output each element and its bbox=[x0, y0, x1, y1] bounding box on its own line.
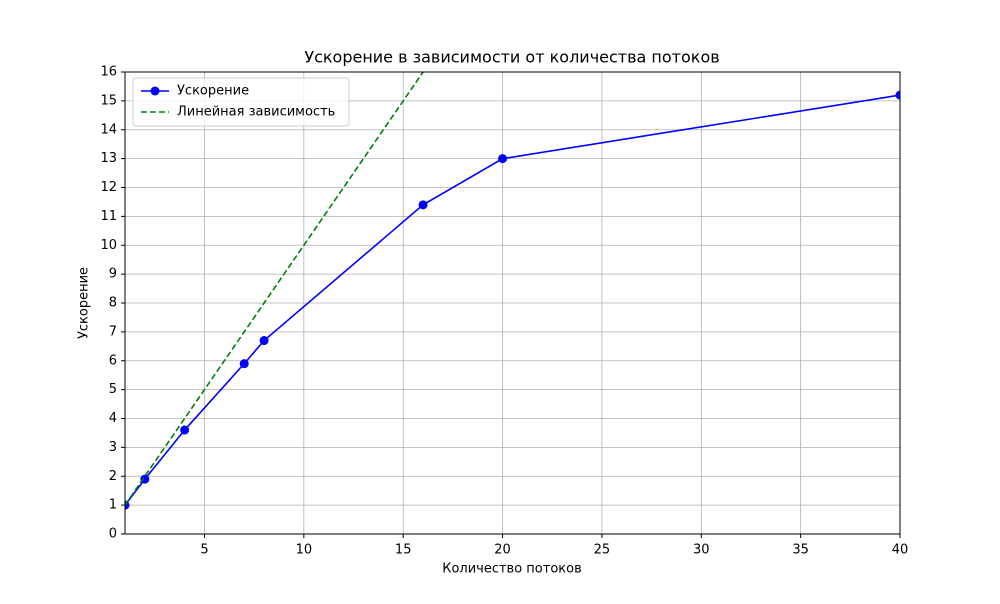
y-tick-label: 2 bbox=[109, 469, 117, 484]
data-point bbox=[239, 359, 249, 369]
x-axis-label: Количество потоков bbox=[442, 562, 582, 577]
legend-marker bbox=[150, 86, 160, 96]
x-tick-label: 30 bbox=[693, 543, 710, 558]
legend-label: Ускорение bbox=[177, 84, 249, 99]
y-tick-label: 13 bbox=[100, 151, 117, 166]
x-tick-label: 15 bbox=[395, 543, 412, 558]
x-tick-label: 40 bbox=[892, 543, 909, 558]
y-tick-label: 12 bbox=[100, 180, 117, 195]
y-tick-label: 15 bbox=[100, 93, 117, 108]
data-point bbox=[895, 90, 900, 100]
data-point bbox=[180, 425, 190, 435]
y-tick-label: 10 bbox=[100, 238, 117, 253]
x-tick-label: 10 bbox=[296, 543, 313, 558]
y-tick-label: 3 bbox=[109, 440, 117, 455]
chart-title: Ускорение в зависимости от количества по… bbox=[304, 48, 719, 67]
y-tick-label: 0 bbox=[109, 527, 117, 542]
y-tick-label: 9 bbox=[109, 267, 117, 282]
y-tick-label: 1 bbox=[109, 498, 117, 513]
y-tick-label: 5 bbox=[109, 382, 117, 397]
data-point bbox=[140, 474, 150, 484]
series-line bbox=[125, 72, 425, 506]
data-point bbox=[418, 200, 428, 210]
x-tick-label: 35 bbox=[792, 543, 809, 558]
data-point bbox=[259, 336, 269, 346]
x-tick-label: 20 bbox=[494, 543, 511, 558]
grid bbox=[125, 71, 901, 535]
data-point bbox=[498, 154, 508, 164]
legend-box bbox=[132, 77, 350, 127]
y-tick-label: 6 bbox=[109, 353, 117, 368]
x-tick-label: 25 bbox=[594, 543, 611, 558]
y-tick-label: 4 bbox=[109, 411, 117, 426]
y-tick-label: 16 bbox=[100, 65, 117, 80]
x-tick-label: 5 bbox=[200, 543, 208, 558]
y-tick-label: 7 bbox=[109, 324, 117, 339]
series-line bbox=[125, 94, 900, 506]
legend: Ускорение Линейная зависимость bbox=[132, 77, 350, 127]
y-tick-label: 14 bbox=[100, 122, 117, 137]
y-axis-label: Ускорение bbox=[77, 267, 92, 339]
y-tick-label: 11 bbox=[100, 209, 117, 224]
y-tick-label: 8 bbox=[109, 296, 117, 311]
legend-label: Линейная зависимость bbox=[177, 105, 335, 120]
plot-area bbox=[125, 72, 900, 510]
